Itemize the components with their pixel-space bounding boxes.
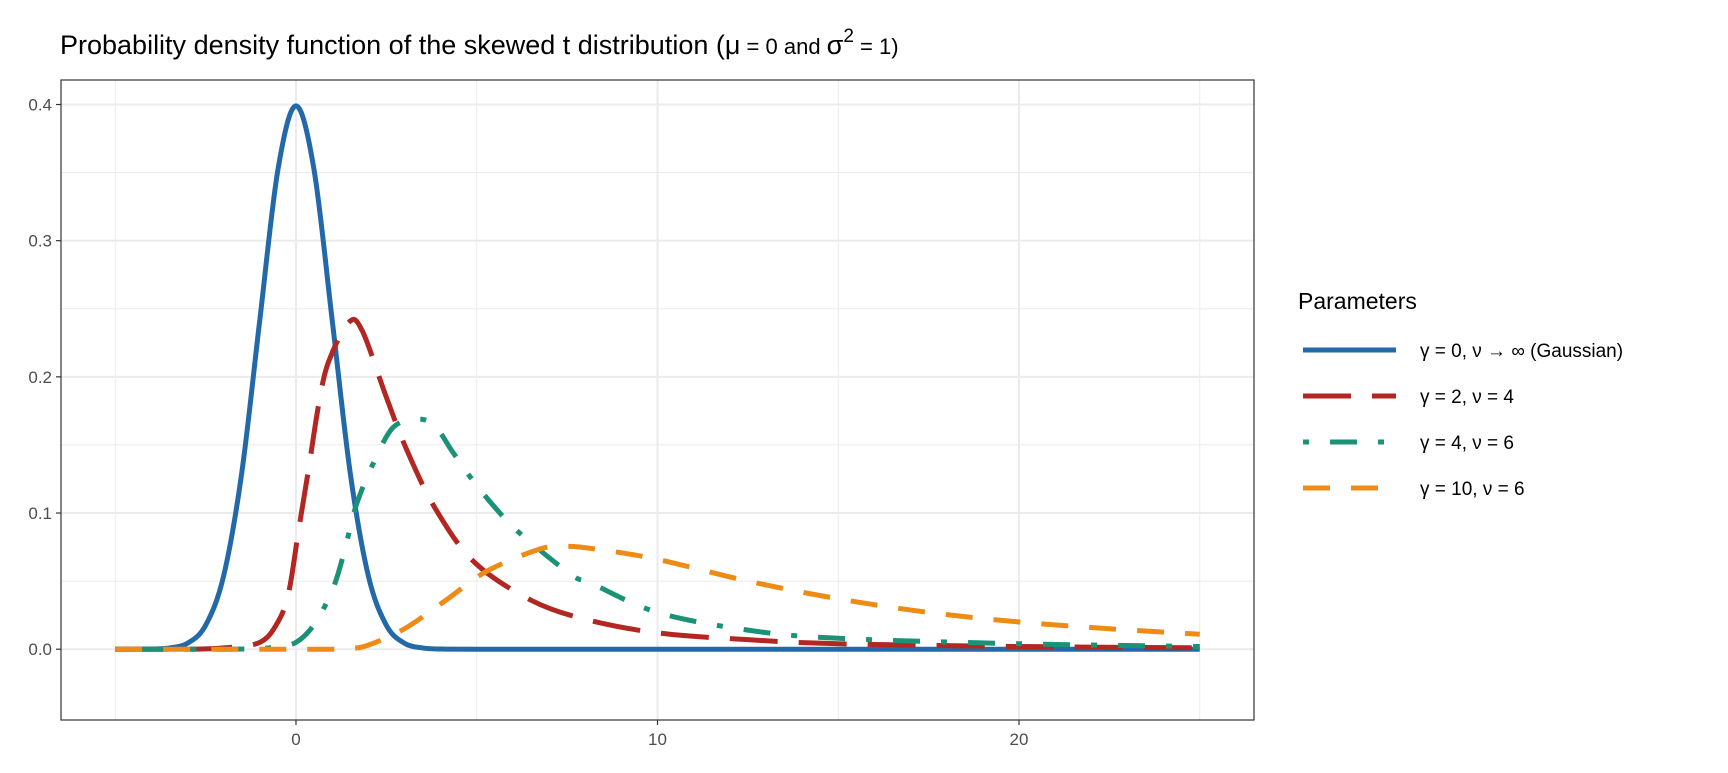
grid [61, 80, 1254, 720]
series-line [115, 543, 1200, 652]
axis-ticks: 0 10 20 0.0 0.1 0.2 0.3 0.4 [28, 96, 1028, 749]
series-line [115, 103, 1200, 652]
series-lines [115, 103, 1200, 652]
x-tick-label: 20 [1010, 730, 1029, 749]
chart-title: Probability density function of the skew… [60, 26, 899, 60]
legend-label: γ = 2, ν = 4 [1420, 387, 1514, 408]
legend-label: γ = 4, ν = 6 [1420, 433, 1514, 454]
y-tick-label: 0.2 [28, 368, 52, 387]
x-tick-label: 0 [291, 730, 300, 749]
legend-label: γ = 10, ν = 6 [1420, 479, 1525, 500]
series-line [115, 316, 1200, 652]
legend-title: Parameters [1298, 288, 1417, 314]
legend: Parameters γ = 0, ν → ∞ (Gaussian) γ = 2,… [1298, 288, 1623, 500]
y-tick-label: 0.1 [28, 504, 52, 523]
series-line [115, 416, 1200, 652]
y-tick-label: 0.4 [28, 96, 52, 115]
y-tick-label: 0.0 [28, 640, 52, 659]
x-tick-label: 10 [648, 730, 667, 749]
y-tick-label: 0.3 [28, 232, 52, 251]
legend-label: γ = 0, ν → ∞ (Gaussian) [1420, 341, 1623, 362]
